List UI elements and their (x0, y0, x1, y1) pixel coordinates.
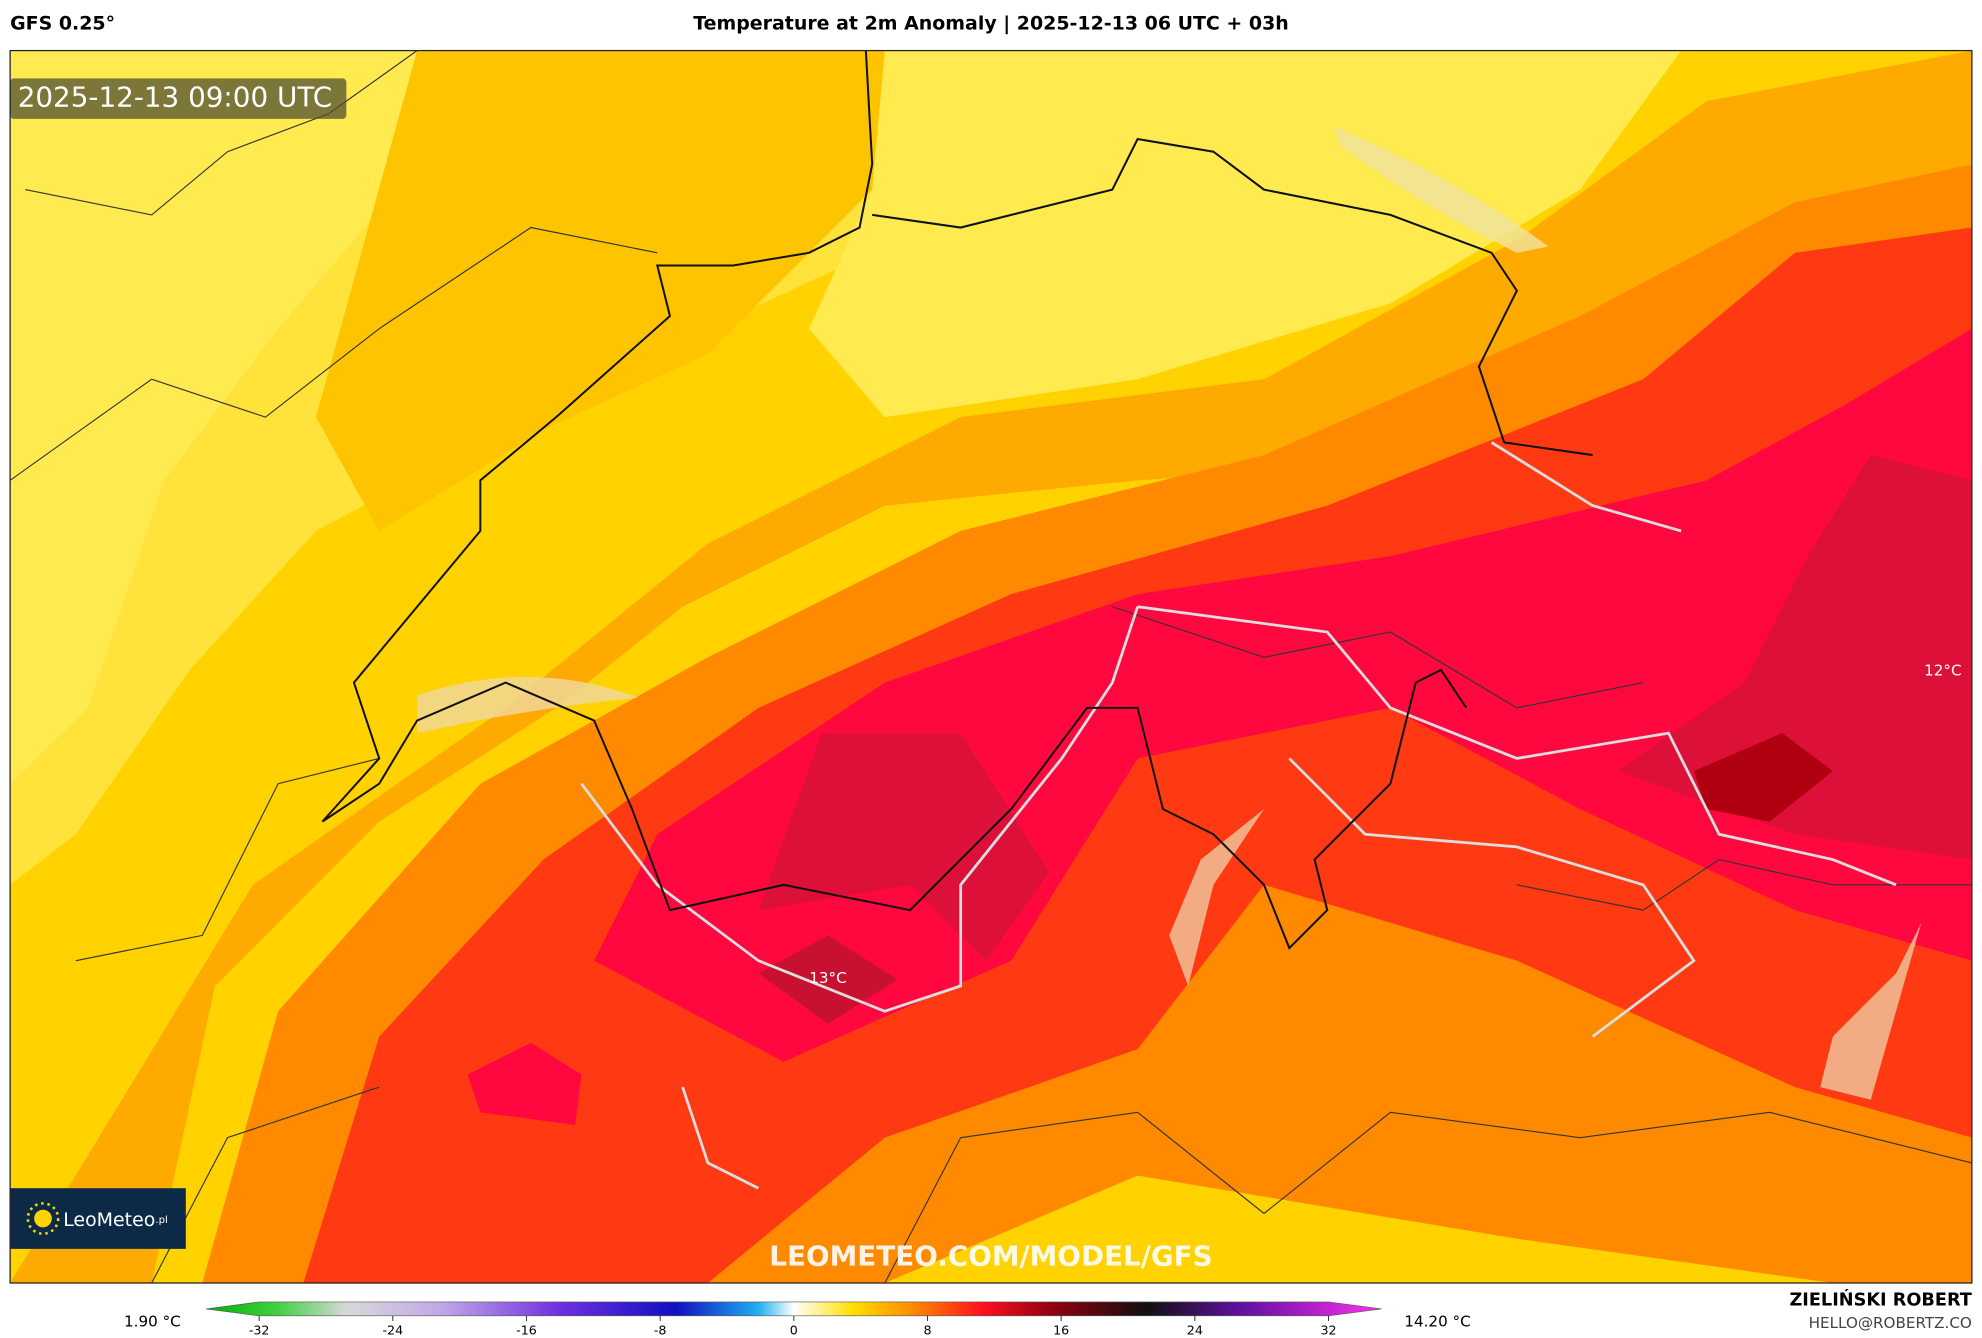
colorbar-tick-label: -32 (249, 1323, 270, 1338)
field-band (316, 50, 885, 531)
map-value-label: 12°C (1924, 662, 1961, 680)
field-band (758, 733, 1050, 961)
colorbar-min-label: 1.90 °C (124, 1313, 181, 1331)
field-band (1617, 455, 1972, 860)
lake (1333, 126, 1549, 253)
colorbar-max-label: 14.20 °C (1404, 1313, 1470, 1331)
timestamp-box (10, 78, 347, 119)
map-value-label: 13°C (809, 969, 846, 987)
field-band (467, 1042, 582, 1125)
author: ZIELIŃSKI ROBERT (1789, 1289, 1971, 1311)
logo-sun (34, 1209, 52, 1228)
colorbar (205, 1301, 1382, 1317)
admin-border (10, 50, 1972, 1284)
colorbar-tick-label: 24 (1187, 1323, 1203, 1338)
field-band (808, 50, 1682, 418)
logo-suffix: .pl (155, 1215, 167, 1226)
map-frame (9, 49, 1973, 1284)
colorbar-tick-label: -16 (516, 1323, 537, 1338)
logo-rays (26, 1202, 60, 1235)
field-band (1693, 733, 1833, 822)
contact: HELLO@ROBERTZ.CO (1809, 1314, 1972, 1332)
colorbar-tick-label: 0 (790, 1323, 798, 1338)
colorbar-tick-label: 16 (1053, 1323, 1069, 1338)
country-border (580, 441, 1897, 1190)
lake (417, 676, 639, 734)
logo-text: LeoMeteo.pl (63, 1208, 168, 1230)
field-band (10, 50, 1972, 1284)
timestamp: 2025-12-13 09:00 UTC (18, 81, 332, 114)
colorbar-tick-label: -24 (382, 1323, 403, 1338)
colorbar-tick-label: -8 (654, 1323, 667, 1338)
lake (1820, 922, 1922, 1100)
model-label: GFS 0.25° (10, 13, 115, 35)
map-title: Temperature at 2m Anomaly | 2025-12-13 0… (693, 13, 1289, 35)
field-band (10, 50, 430, 784)
colorbar-ticks: -32 -24 -16 -8 0 8 16 24 32 (249, 1315, 1337, 1338)
map-area: 2025-12-13 09:00 UTC 13°C 12°C LeoMeteo.… (10, 50, 1972, 1284)
swiss-border (321, 50, 1593, 950)
logo-name: LeoMeteo (63, 1208, 155, 1230)
colorbar-tick-label: 8 (923, 1323, 931, 1338)
colorbar-tick-label: 32 (1320, 1323, 1336, 1338)
lake (1169, 808, 1265, 986)
watermark: LEOMETEO.COM/MODEL/GFS (769, 1240, 1212, 1273)
